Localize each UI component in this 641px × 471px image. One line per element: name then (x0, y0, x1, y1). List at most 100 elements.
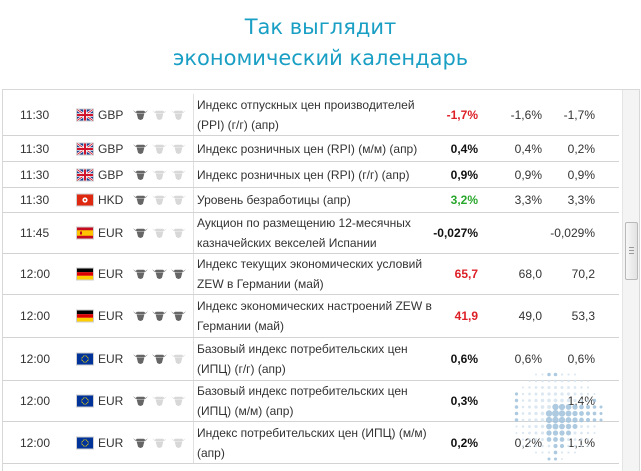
table-row[interactable]: 11:45 EUR Аукцион по размещению 12-месяч… (3, 213, 619, 254)
globe-dot (567, 373, 570, 376)
forecast-value: 0,4% (514, 141, 542, 156)
globe-dot (528, 438, 531, 441)
globe-dot (567, 444, 570, 448)
bull-icon (151, 226, 168, 240)
globe-dot (552, 430, 559, 436)
bull-icon (132, 108, 149, 122)
table-row[interactable]: 11:30 GBP Индекс отпускных цен производи… (3, 94, 619, 136)
previous-value: -1,7% (563, 107, 595, 122)
globe-dot (592, 405, 597, 409)
globe-dot (560, 392, 564, 396)
globe-dot (540, 424, 545, 429)
event-time: 11:30 (20, 141, 50, 156)
globe-dot (573, 386, 577, 389)
globe-dot (558, 416, 566, 424)
importance-rating (132, 436, 187, 450)
globe-dot (554, 379, 557, 383)
currency-code: GBP (98, 141, 124, 156)
bull-icon (170, 352, 187, 366)
vertical-scrollbar[interactable] (622, 90, 639, 471)
globe-dot (572, 404, 578, 410)
event-name[interactable]: Базовый индекс потребительских цен (ИПЦ)… (197, 342, 408, 376)
globe-dot (545, 416, 553, 424)
globe-dot (546, 430, 552, 436)
bull-icon (170, 394, 187, 408)
event-time: 11:30 (20, 167, 50, 182)
event-name[interactable]: Индекс розничных цен (RPI) (г/г) (апр) (197, 167, 410, 182)
bull-icon (132, 309, 149, 323)
globe-dot (522, 445, 524, 447)
table-row[interactable]: 12:00 EUR Индекс экономических настроени… (3, 295, 619, 338)
currency-code: EUR (98, 435, 124, 450)
scrollbar-thumb[interactable] (625, 222, 638, 280)
globe-dot (540, 405, 545, 409)
globe-dot (541, 379, 544, 383)
globe-dot (599, 418, 603, 422)
actual-value: 0,9% (450, 167, 478, 182)
globe-dot (541, 444, 544, 448)
globe-dot (540, 418, 545, 422)
globe-dot (514, 398, 519, 403)
column-divider (193, 188, 194, 212)
bull-icon (132, 142, 149, 156)
globe-dot (559, 430, 565, 436)
bull-icon (151, 108, 168, 122)
globe-dot (592, 411, 597, 416)
event-name[interactable]: Индекс экономических настроений ZEW в Ге… (197, 299, 432, 333)
globe-dot (559, 437, 565, 442)
table-row[interactable]: 12:00 EUR Базовый индекс потребительских … (3, 381, 619, 422)
globe-dot (534, 386, 538, 389)
actual-value: 65,7 (454, 267, 478, 281)
globe-dot (515, 431, 518, 435)
actual-value: -0,027% (433, 226, 478, 240)
bull-icon (170, 142, 187, 156)
event-name[interactable]: Индекс текущих экономических условий ZEW… (197, 257, 423, 291)
globe-dot (528, 431, 531, 435)
globe-dot (593, 425, 596, 428)
bull-icon (170, 309, 187, 323)
globe-dot (521, 405, 525, 409)
table-row[interactable]: 12:00 EUR Индекс текущих экономических у… (3, 254, 619, 295)
globe-dot (521, 438, 525, 441)
globe-dot (573, 431, 577, 435)
event-name[interactable]: Индекс потребительских цен (ИПЦ) (м/м) (… (197, 425, 427, 460)
globe-dot (572, 423, 578, 430)
globe-dot (567, 451, 570, 454)
globe-dot (534, 431, 538, 435)
table-row[interactable]: 12:00 EUR Индекс потребительских цен (ИПЦ… (3, 422, 619, 464)
globe-dot (560, 379, 564, 383)
currency-code: EUR (98, 352, 124, 366)
event-name[interactable]: Базовый индекс потребительских цен (ИПЦ)… (197, 384, 408, 418)
previous-value: 3,3% (567, 193, 595, 207)
table-row[interactable]: 11:30 HKD Уровень безработицы (апр) 3,2% 3… (3, 188, 619, 213)
globe-dot (514, 392, 519, 396)
calendar-rows: 11:30 GBP Индекс отпускных цен производи… (3, 94, 619, 464)
globe-dot (560, 451, 564, 454)
globe-dot (585, 411, 591, 416)
table-row[interactable]: 11:30 GBP Индекс розничных цен (RPI) (м/… (3, 136, 619, 162)
globe-dot (528, 379, 531, 383)
table-row[interactable]: 12:00 EUR Базовый индекс потребительских … (3, 338, 619, 381)
event-name[interactable]: Аукцион по размещению 12-месячных казнач… (197, 216, 411, 250)
headline: Так выглядит экономический календарь (0, 12, 641, 74)
globe-dot (567, 379, 570, 383)
event-name[interactable]: Уровень безработицы (апр) (197, 193, 351, 207)
globe-dot (558, 403, 566, 411)
table-row[interactable]: 11:30 GBP Индекс розничных цен (RPI) (г/… (3, 162, 619, 188)
globe-dot (567, 438, 570, 441)
globe-dot (586, 431, 590, 435)
globe-dot (521, 431, 525, 435)
globe-dot (565, 410, 572, 417)
globe-dot (579, 411, 584, 416)
bull-icon (151, 267, 168, 281)
event-name[interactable]: Индекс розничных цен (RPI) (м/м) (апр) (197, 141, 418, 156)
globe-dot (534, 411, 538, 416)
globe-dot (558, 410, 566, 417)
globe-dot (546, 437, 552, 442)
globe-dot (592, 418, 597, 422)
globe-dot (521, 425, 525, 428)
column-divider (193, 295, 194, 337)
globe-dot (534, 405, 538, 409)
bull-icon (132, 436, 149, 450)
event-name[interactable]: Индекс отпускных цен производителей (PPI… (197, 97, 415, 132)
